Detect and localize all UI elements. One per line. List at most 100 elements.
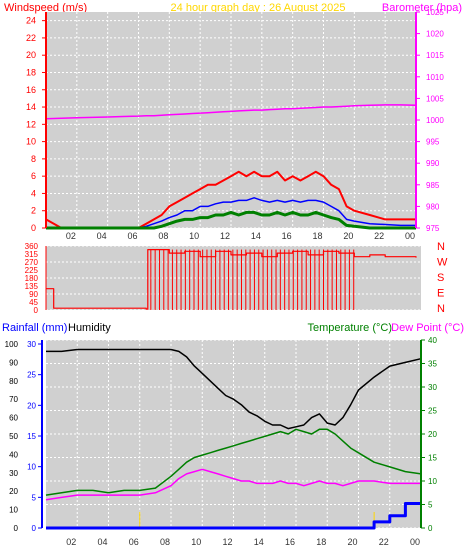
direction-tick-label: 45: [29, 298, 38, 307]
rainfall-series-line: [46, 502, 421, 530]
direction-tick-label: 180: [25, 274, 39, 283]
barometer-tick-label: 1015: [426, 51, 444, 60]
temperature-tick-label: 30: [428, 383, 437, 392]
windspeed-tick-label: 10: [26, 137, 36, 147]
windspeed-tick-label: 24: [26, 16, 36, 26]
temp-x-tick-label: 16: [285, 537, 295, 547]
wind-x-tick-label: 18: [312, 231, 322, 241]
direction-tick-label: 135: [25, 282, 39, 291]
wind-x-tick-label: 12: [220, 231, 230, 241]
temperature-tick-label: 40: [428, 336, 437, 345]
windspeed-tick-label: 20: [26, 50, 36, 60]
temperature-axis-label: Temperature (°C): [308, 322, 392, 334]
temperature-tick-label: 10: [428, 477, 437, 486]
barometer-tick-label: 1020: [426, 30, 444, 39]
direction-tick-label: 360: [25, 242, 39, 251]
rainfall-tick-label: 0: [32, 524, 37, 533]
barometer-tick-label: 985: [426, 181, 440, 190]
compass-label: W: [437, 257, 448, 269]
temperature-tick-label: 25: [428, 407, 437, 416]
barometer-tick-label: 1010: [426, 73, 444, 82]
chart-title: 24 hour graph day : 26 August 2025: [171, 2, 346, 14]
barometer-tick-label: 1000: [426, 116, 444, 125]
humidity-tick-label: 90: [9, 358, 18, 367]
dewpoint-series-line: [45, 468, 421, 501]
rainfall-tick-label: 15: [27, 432, 36, 441]
humidity-tick-label: 20: [9, 487, 18, 496]
wind-x-tick-label: 00: [405, 231, 415, 241]
lull-series-line: [46, 210, 416, 230]
humidity-tick-label: 100: [5, 340, 19, 349]
humidity-tick-label: 50: [9, 432, 18, 441]
direction-tick-label: 90: [29, 290, 38, 299]
wind-x-tick-label: 06: [127, 231, 137, 241]
humidity-tick-label: 70: [9, 395, 18, 404]
temperature-series-line: [45, 428, 422, 496]
barometer-series-line: [45, 104, 417, 120]
wind-x-tick-label: 08: [158, 231, 168, 241]
windspeed-tick-label: 12: [26, 119, 36, 129]
rainfall-tick-label: 10: [27, 463, 36, 472]
windspeed-tick-label: 4: [31, 188, 36, 198]
barometer-tick-label: 975: [426, 224, 440, 233]
humidity-tick-label: 40: [9, 450, 18, 459]
temp-x-tick-label: 18: [316, 537, 326, 547]
wind-x-tick-label: 16: [282, 231, 292, 241]
windspeed-tick-label: 2: [31, 206, 36, 216]
temp-x-tick-label: 04: [97, 537, 107, 547]
temp-x-tick-label: 12: [222, 537, 232, 547]
direction-tick-label: 270: [25, 258, 39, 267]
windspeed-tick-label: 16: [26, 85, 36, 95]
wind-x-tick-label: 20: [343, 231, 353, 241]
windspeed-tick-label: 0: [31, 223, 36, 233]
rainfall-tick-label: 25: [27, 371, 36, 380]
direction-tick-label: 0: [34, 306, 39, 315]
barometer-tick-label: 1025: [426, 8, 444, 17]
rainfall-axis-label: Rainfall (mm): [2, 322, 67, 334]
compass-label: N: [437, 303, 445, 315]
direction-tick-label: 225: [25, 266, 39, 275]
compass-label: E: [437, 288, 444, 300]
windspeed-tick-label: 6: [31, 171, 36, 181]
temp-x-tick-label: 14: [254, 537, 264, 547]
barometer-tick-label: 980: [426, 202, 440, 211]
temp-x-tick-label: 06: [129, 537, 139, 547]
windspeed-axis-label: Windspeed (m/s): [4, 2, 87, 14]
barometer-tick-label: 990: [426, 159, 440, 168]
compass-label: N: [437, 241, 445, 253]
humidity-tick-label: 60: [9, 414, 18, 423]
humidity-axis-label: Humidity: [68, 322, 111, 334]
temp-x-tick-label: 20: [347, 537, 357, 547]
windspeed-tick-label: 14: [26, 102, 36, 112]
temp-x-tick-label: 22: [379, 537, 389, 547]
windspeed-tick-label: 8: [31, 154, 36, 164]
barometer-axis-label: Barometer (hpa): [382, 2, 462, 14]
temp-x-tick-label: 10: [191, 537, 201, 547]
barometer-tick-label: 995: [426, 138, 440, 147]
rainfall-tick-label: 20: [27, 401, 36, 410]
humidity-tick-label: 0: [14, 524, 19, 533]
rainfall-tick-label: 30: [27, 340, 36, 349]
humidity-tick-label: 80: [9, 377, 18, 386]
wind-x-tick-label: 02: [66, 231, 76, 241]
windspeed-tick-label: 22: [26, 33, 36, 43]
barometer-tick-label: 1005: [426, 94, 444, 103]
temperature-tick-label: 5: [428, 501, 433, 510]
temp-x-tick-label: 02: [66, 537, 76, 547]
humidity-tick-label: 30: [9, 469, 18, 478]
temperature-tick-label: 20: [428, 430, 437, 439]
temp-x-tick-label: 08: [160, 537, 170, 547]
humidity-tick-label: 10: [9, 506, 18, 515]
temperature-tick-label: 0: [428, 524, 433, 533]
windspeed-tick-label: 18: [26, 67, 36, 77]
compass-label: S: [437, 272, 444, 284]
wind-x-tick-label: 22: [374, 231, 384, 241]
direction-tick-label: 315: [25, 250, 39, 259]
wind-x-tick-label: 14: [251, 231, 261, 241]
wind-x-tick-label: 10: [189, 231, 199, 241]
dewpoint-axis-label: Dew Point (°C): [391, 322, 464, 334]
temperature-tick-label: 35: [428, 360, 437, 369]
temperature-tick-label: 15: [428, 454, 437, 463]
wind-x-tick-label: 04: [97, 231, 107, 241]
